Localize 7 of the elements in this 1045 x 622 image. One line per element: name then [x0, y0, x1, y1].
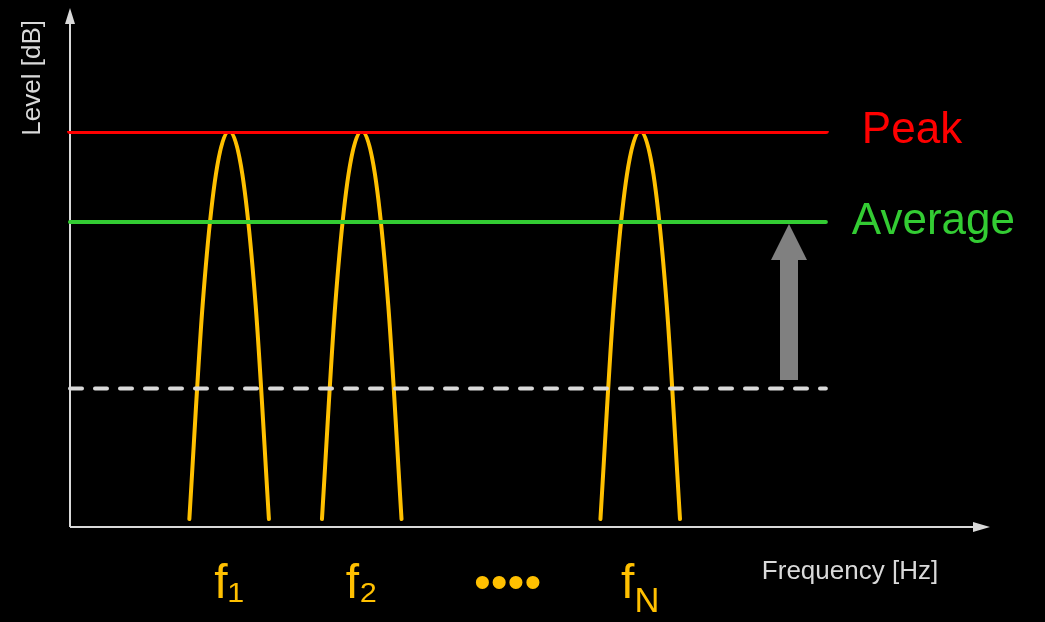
x-axis-title: Frequency [Hz] — [761, 555, 939, 586]
x-tick-label: •••• — [474, 555, 542, 608]
series-label: Peak — [861, 103, 964, 153]
y-axis-title: Level [dB] — [16, 20, 47, 136]
x-tick-label: f₂ — [345, 555, 378, 608]
series-label: Average — [851, 194, 1015, 244]
x-tick-label: f₁ — [214, 555, 244, 608]
